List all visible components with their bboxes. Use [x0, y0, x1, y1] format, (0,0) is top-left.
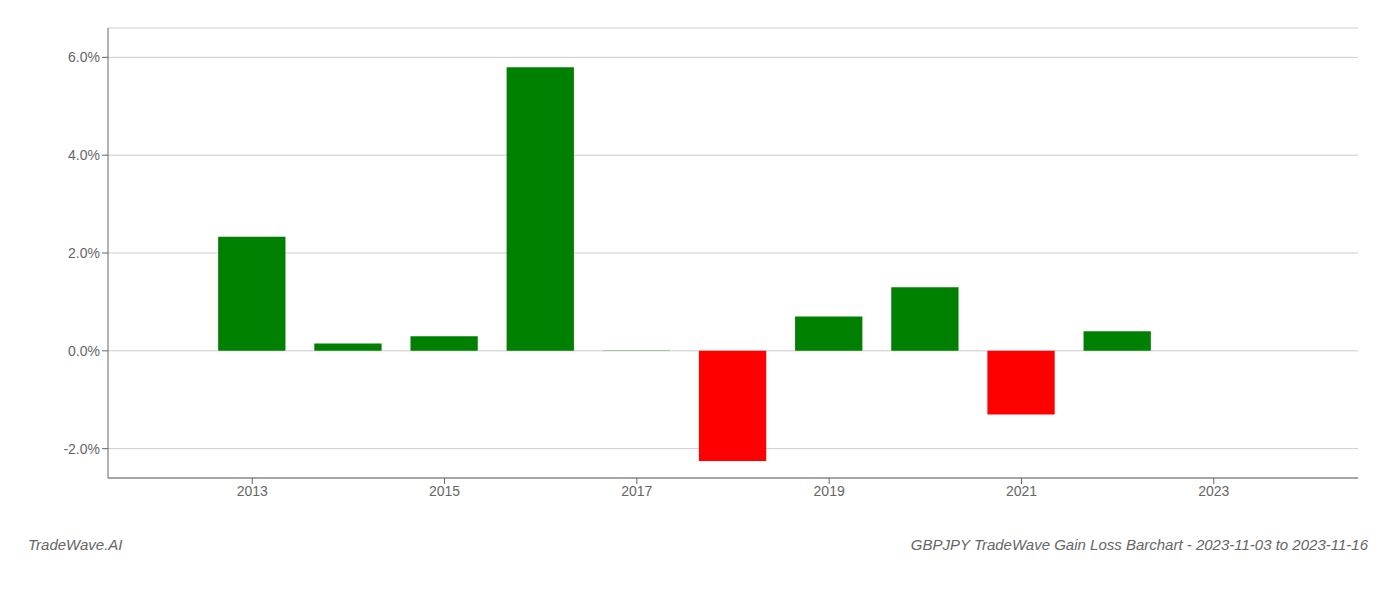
svg-text:2019: 2019 [814, 483, 845, 499]
svg-text:2021: 2021 [1006, 483, 1037, 499]
svg-text:2017: 2017 [621, 483, 652, 499]
svg-text:-2.0%: -2.0% [63, 441, 100, 457]
html-text:TradeWave.AI: TradeWave.AI [28, 536, 123, 553]
svg-text:2023: 2023 [1198, 483, 1229, 499]
svg-text:4.0%: 4.0% [68, 147, 100, 163]
html-text:GBPJPY TradeWave Gain Loss Bar: GBPJPY TradeWave Gain Loss Barchart - 20… [910, 536, 1368, 553]
svg-text:2.0%: 2.0% [68, 245, 100, 261]
svg-text:0.0%: 0.0% [68, 343, 100, 359]
svg-text:6.0%: 6.0% [68, 49, 100, 65]
svg-text:2013: 2013 [237, 483, 268, 499]
svg-text:2015: 2015 [429, 483, 460, 499]
